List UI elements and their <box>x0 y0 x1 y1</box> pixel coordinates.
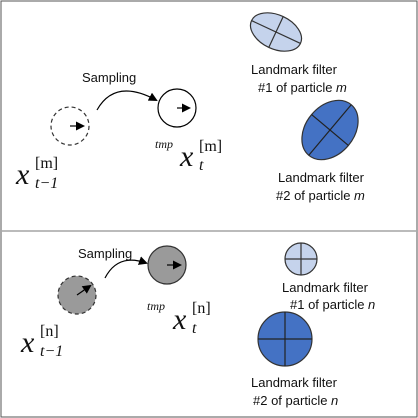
prev-state-label-m: x <box>15 158 30 191</box>
prev-state-sub-n: t−1 <box>40 343 63 360</box>
sampling-arrow-m <box>96 90 158 111</box>
landmark-filter-ellipse-m-1 <box>249 12 303 52</box>
sampling-label-m: Sampling <box>82 70 136 85</box>
landmark-filter-circle-n-2 <box>257 311 313 367</box>
prev-state-sup-m: [m] <box>35 155 58 172</box>
landmark-filter-circle-n-1 <box>284 242 318 276</box>
tmp-prefix-m: tmp <box>155 137 173 151</box>
sampling-label-n: Sampling <box>78 246 132 261</box>
panel-top: Sampling x [m] t−1 tmp x [m] t Landmark … <box>15 12 365 203</box>
new-state-symbol-m: x <box>179 140 194 173</box>
tmp-prefix-n: tmp <box>147 299 165 313</box>
filter1-line2-m: #1 of particle m <box>258 80 347 95</box>
landmark-filter-ellipse-m-2 <box>301 99 359 161</box>
sampling-arrow-n <box>104 256 148 279</box>
new-state-sub-m: t <box>199 157 204 174</box>
filter1-line2-n: #1 of particle n <box>290 297 375 312</box>
filter2-line2-n: #2 of particle n <box>253 393 338 408</box>
new-particle-n <box>147 245 187 285</box>
prev-state-sub-m: t−1 <box>35 175 58 192</box>
new-state-sup-m: [m] <box>199 138 222 155</box>
prev-state-sup-n: [n] <box>40 323 59 340</box>
prev-particle-n <box>57 275 97 315</box>
filter1-line1-m: Landmark filter <box>251 62 338 77</box>
new-particle-m <box>157 88 197 128</box>
new-state-sup-n: [n] <box>192 300 211 317</box>
filter2-line1-n: Landmark filter <box>251 375 338 390</box>
filter1-line1-n: Landmark filter <box>282 280 369 295</box>
new-state-sub-n: t <box>192 320 197 337</box>
filter2-line1-m: Landmark filter <box>278 170 365 185</box>
prev-state-symbol-n: x <box>20 326 35 359</box>
prev-particle-m <box>50 106 90 146</box>
panel-bottom: Sampling x [n] t−1 tmp x [n] t Landmark … <box>20 242 375 408</box>
filter2-line2-m: #2 of particle m <box>276 188 365 203</box>
new-state-symbol-n: x <box>172 303 187 336</box>
